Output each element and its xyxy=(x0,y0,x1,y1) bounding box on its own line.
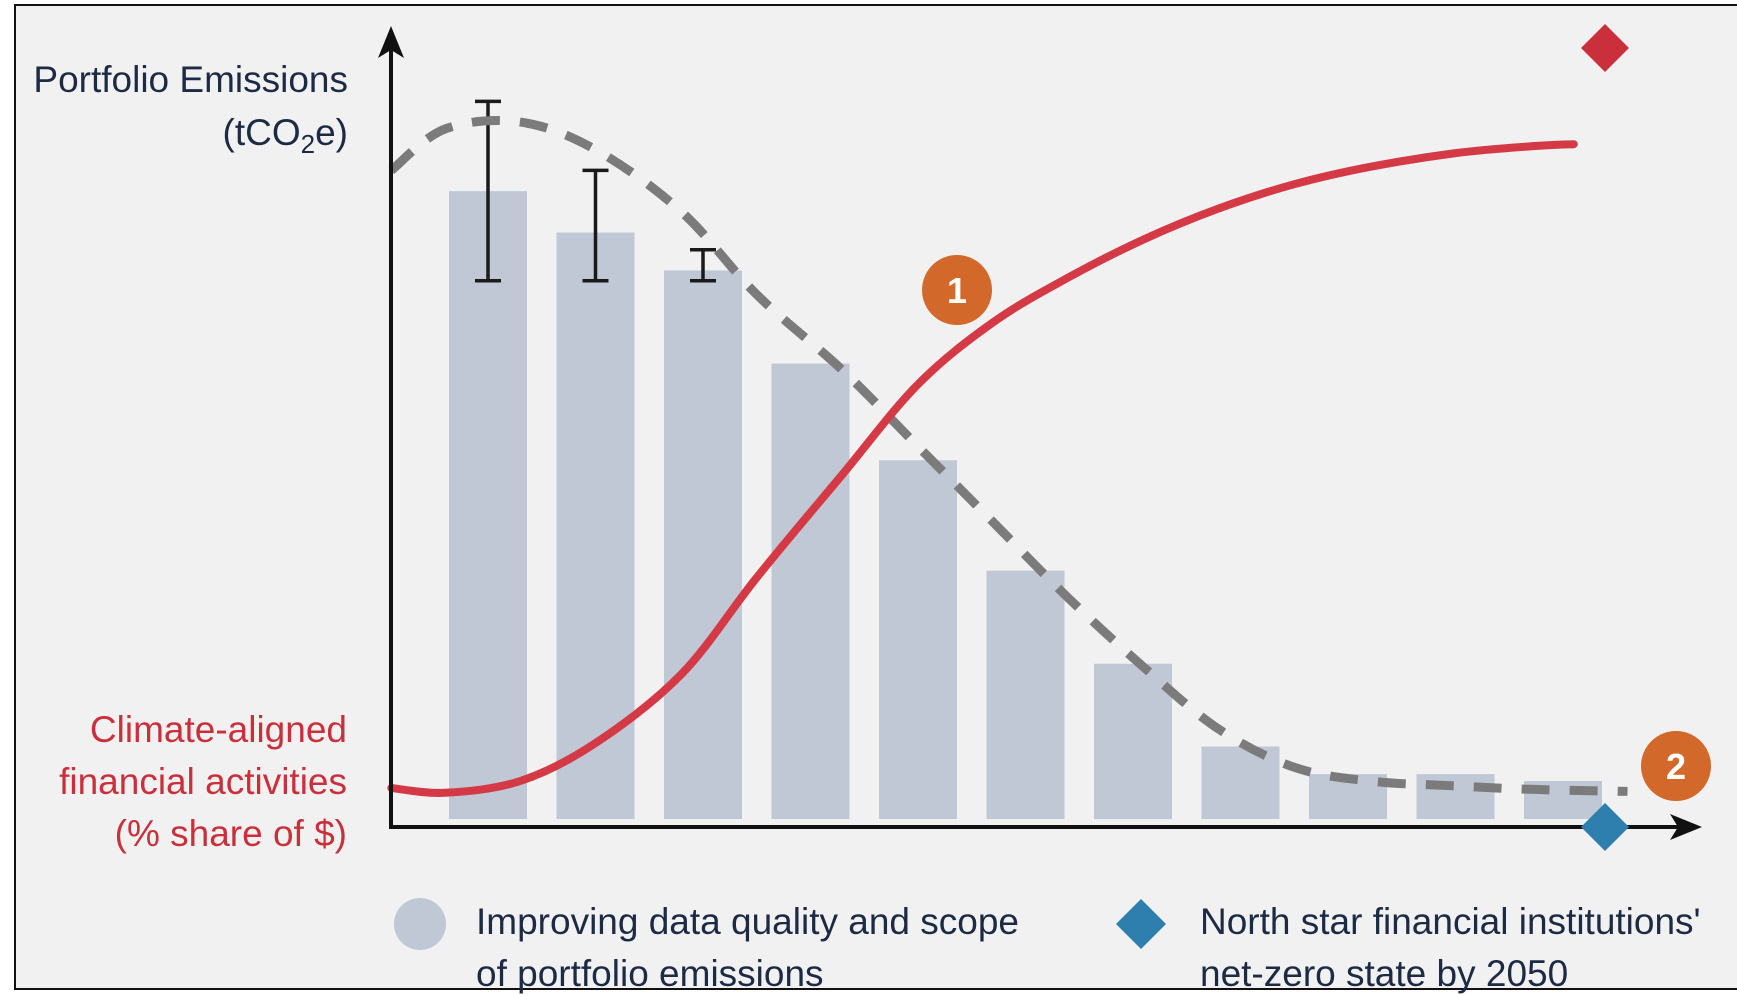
marker-1-circle xyxy=(922,255,992,325)
legend: Improving data quality and scope of port… xyxy=(394,898,1701,994)
legend-item-north-star-line-1: North star financial institutions' xyxy=(1200,901,1701,942)
climate-aligned-label: Climate-aligned financial activities (% … xyxy=(59,709,347,854)
curve-end-diamond-icon xyxy=(1581,24,1629,72)
y-axis-arrowhead xyxy=(378,26,404,58)
y-axis-title-line-2-prefix: (tCO xyxy=(223,112,301,153)
error-bar-1 xyxy=(475,99,501,283)
axes xyxy=(378,26,1702,840)
bar-6 xyxy=(986,570,1065,819)
bar-8 xyxy=(1201,746,1280,819)
legend-diamond-icon xyxy=(1116,899,1166,949)
bar-5 xyxy=(879,460,957,819)
climate-aligned-curve xyxy=(387,140,1578,797)
legend-item-data-quality-line-1: Improving data quality and scope xyxy=(476,901,1019,942)
emissions-trend-dashed-line xyxy=(388,116,1628,796)
bar-4 xyxy=(771,363,850,819)
y-axis-title-subscript: 2 xyxy=(301,129,315,159)
y-axis-title-line-2-suffix: e) xyxy=(315,112,348,153)
marker-2: 2 xyxy=(1641,731,1711,801)
error-bar-2 xyxy=(582,168,609,283)
y-axis-title-line-2: (tCO2e) xyxy=(223,112,348,159)
climate-aligned-label-line-2: financial activities xyxy=(59,761,347,802)
marker-2-label: 2 xyxy=(1666,746,1686,787)
bar-3 xyxy=(664,270,742,819)
marker-1: 1 xyxy=(922,255,992,325)
marker-2-circle xyxy=(1641,731,1711,801)
legend-item-data-quality-line-2: of portfolio emissions xyxy=(476,953,824,994)
bar-2 xyxy=(556,232,635,819)
net-zero-diamond-icon xyxy=(1581,803,1629,851)
error-bar-3 xyxy=(690,248,716,283)
y-axis-title-line-1: Portfolio Emissions xyxy=(33,59,348,100)
legend-item-north-star-line-2: net-zero state by 2050 xyxy=(1200,953,1568,994)
climate-aligned-label-line-1: Climate-aligned xyxy=(90,709,347,750)
legend-circle-icon xyxy=(394,898,446,950)
x-axis-arrowhead xyxy=(1670,814,1702,840)
bar-1 xyxy=(449,191,527,820)
bars-layer xyxy=(449,191,1602,820)
legend-item-data-quality: Improving data quality and scope of port… xyxy=(394,898,1019,994)
marker-1-label: 1 xyxy=(947,270,967,311)
y-axis-title: Portfolio Emissions (tCO2e) xyxy=(33,59,348,159)
bar-7 xyxy=(1094,663,1172,820)
legend-item-north-star: North star financial institutions' net-z… xyxy=(1116,899,1701,994)
error-bars-layer xyxy=(475,99,716,283)
climate-aligned-label-line-3: (% share of $) xyxy=(115,813,347,854)
